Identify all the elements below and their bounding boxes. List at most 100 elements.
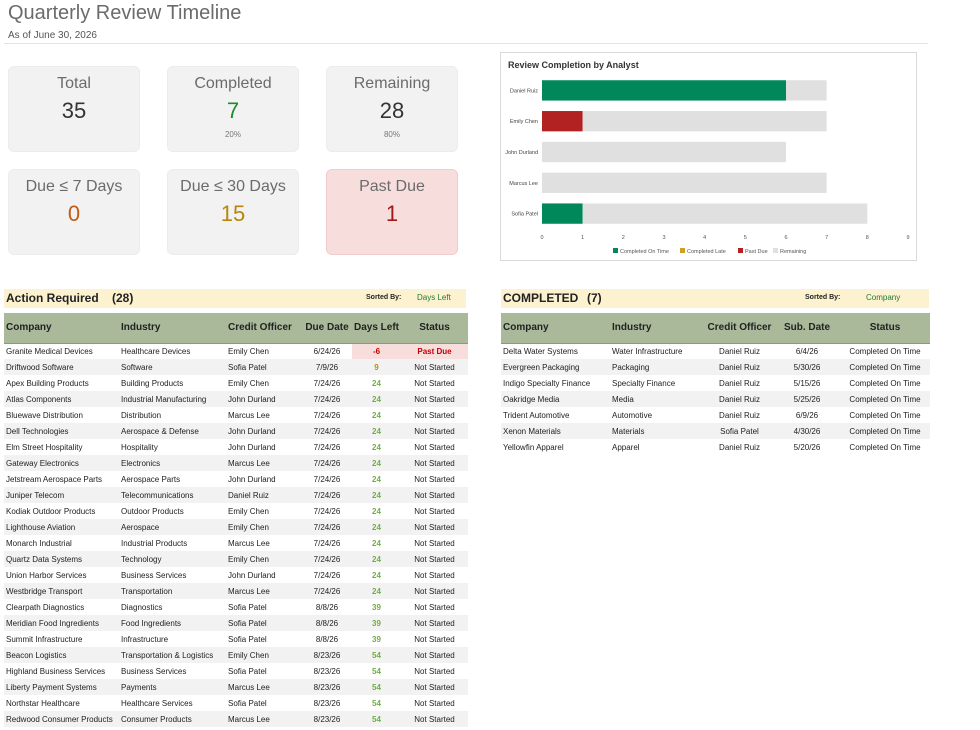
cell-credit-officer: John Durland	[226, 391, 302, 407]
bar-segment	[786, 80, 827, 101]
col-industry[interactable]: Industry	[610, 313, 705, 344]
col-credit-officer[interactable]: Credit Officer	[226, 313, 302, 344]
table-row[interactable]: Liberty Payment Systems Payments Marcus Le…	[4, 679, 468, 695]
col-days-left[interactable]: Days Left	[352, 313, 401, 344]
cell-status: Not Started	[414, 538, 455, 548]
cell-industry: Transportation & Logistics	[119, 647, 226, 663]
pastdue-card: Past Due 1	[326, 169, 458, 255]
table-row[interactable]: Meridian Food Ingredients Food Ingredient…	[4, 615, 468, 631]
category-label: Sofia Patel	[511, 212, 538, 218]
table-row[interactable]: Oakridge Media Media Daniel Ruiz 5/25/26 Com…	[501, 391, 930, 407]
col-due-date[interactable]: Due Date	[302, 313, 352, 344]
analyst-chart-svg: Review Completion by Analyst Daniel Ruiz E…	[505, 60, 909, 255]
table-row[interactable]: Gateway Electronics Electronics Marcus Lee…	[4, 455, 468, 471]
table-row[interactable]: Trident Automotive Automotive Daniel Ruiz 6…	[501, 407, 930, 423]
table-row[interactable]: Kodiak Outdoor Products Outdoor Products E…	[4, 503, 468, 519]
table-row[interactable]: Juniper Telecom Telecommunications Daniel …	[4, 487, 468, 503]
table-row[interactable]: Beacon Logistics Transportation & Logisti…	[4, 647, 468, 663]
table-row[interactable]: Lighthouse Aviation Aerospace Emily Chen 7/…	[4, 519, 468, 535]
chart-title: Review Completion by Analyst	[508, 60, 639, 70]
cell-status: Not Started	[401, 551, 468, 567]
cell-company: Driftwood Software	[4, 359, 119, 375]
table-row[interactable]: Union Harbor Services Business Services Jo…	[4, 567, 468, 583]
cell-company: Apex Building Products	[6, 378, 89, 388]
cell-days-left: 24	[372, 442, 381, 452]
cell-days-left: 24	[372, 410, 381, 420]
cell-credit-officer: John Durland	[228, 570, 276, 580]
table-row[interactable]: Atlas Components Industrial Manufacturing…	[4, 391, 468, 407]
col-company[interactable]: Company	[4, 313, 119, 344]
cell-industry: Food Ingredients	[119, 615, 226, 631]
cell-status: Completed On Time	[849, 346, 921, 356]
due7-label: Due ≤ 7 Days	[25, 178, 123, 195]
cell-due-date: 8/8/26	[315, 634, 339, 644]
cell-days-left: 24	[352, 423, 401, 439]
category-label: John Durland	[505, 150, 538, 156]
table-row[interactable]: Highland Business Services Business Servi…	[4, 663, 468, 679]
cell-industry: Aerospace	[119, 519, 226, 535]
x-tick-label: 6	[784, 235, 787, 241]
cell-sub-date: 5/15/26	[793, 378, 821, 388]
table-row[interactable]: Jetstream Aerospace Parts Aerospace Parts…	[4, 471, 468, 487]
analyst-chart[interactable]: Review Completion by Analyst Daniel Ruiz E…	[500, 52, 917, 261]
table-row[interactable]: Monarch Industrial Industrial Products Mar…	[4, 535, 468, 551]
cell-industry: Hospitality	[121, 442, 158, 452]
table-row[interactable]: Delta Water Systems Water Infrastructure D…	[501, 343, 930, 359]
cell-status: Not Started	[414, 634, 455, 644]
as-of-date: As of June 30, 2026	[8, 30, 97, 41]
x-tick-label: 0	[540, 235, 543, 241]
cell-status: Not Started	[414, 410, 455, 420]
table-row[interactable]: Northstar Healthcare Healthcare Services S…	[4, 695, 468, 711]
completed-card: Completed 7 20%	[167, 66, 299, 152]
cell-due-date: 8/23/26	[302, 647, 352, 663]
cell-status: Completed On Time	[840, 423, 930, 439]
table-row[interactable]: Xenon Materials Materials Sofia Patel 4/30/…	[501, 423, 930, 439]
table-row[interactable]: Clearpath Diagnostics Diagnostics Sofia Pa…	[4, 599, 468, 615]
table-row[interactable]: Bluewave Distribution Distribution Marcus …	[4, 407, 468, 423]
action-sorted-value[interactable]: Days Left	[417, 293, 451, 302]
table-row[interactable]: Yellowfin Apparel Apparel Daniel Ruiz 5/20/…	[501, 439, 930, 455]
legend-swatch	[738, 248, 743, 253]
table-row[interactable]: Apex Building Products Building Products E…	[4, 375, 468, 391]
x-tick-label: 8	[866, 235, 869, 241]
cell-status: Not Started	[414, 570, 455, 580]
table-row[interactable]: Summit Infrastructure Infrastructure Sofia…	[4, 631, 468, 647]
col-status[interactable]: Status	[840, 313, 930, 344]
cell-industry: Telecommunications	[119, 487, 226, 503]
table-row[interactable]: Quartz Data Systems Technology Emily Chen 7…	[4, 551, 468, 567]
table-row[interactable]: Evergreen Packaging Packaging Daniel Ruiz 5…	[501, 359, 930, 375]
table-row[interactable]: Elm Street Hospitality Hospitality John Du…	[4, 439, 468, 455]
cell-industry: Healthcare Devices	[121, 346, 191, 356]
table-row[interactable]: Indigo Specialty Finance Specialty Financ…	[501, 375, 930, 391]
cell-company: Clearpath Diagnostics	[6, 602, 85, 612]
col-company[interactable]: Company	[501, 313, 610, 344]
cell-status: Not Started	[401, 679, 468, 695]
cell-days-left: 54	[352, 679, 401, 695]
col-industry[interactable]: Industry	[119, 313, 226, 344]
table-row[interactable]: Granite Medical Devices Healthcare Device…	[4, 343, 468, 359]
cell-days-left: 24	[372, 538, 381, 548]
cell-credit-officer: Marcus Lee	[228, 410, 270, 420]
cell-credit-officer: Emily Chen	[228, 506, 269, 516]
cell-credit-officer: Sofia Patel	[705, 423, 774, 439]
table-row[interactable]: Westbridge Transport Transportation Marcus…	[4, 583, 468, 599]
total-value: 35	[61, 98, 87, 123]
cell-due-date: 7/24/26	[302, 391, 352, 407]
cell-due-date: 8/8/26	[315, 602, 339, 612]
cell-status: Not Started	[401, 647, 468, 663]
x-tick-label: 4	[703, 235, 706, 241]
cell-due-date: 7/24/26	[302, 519, 352, 535]
cell-due-date: 7/24/26	[313, 442, 341, 452]
col-status[interactable]: Status	[401, 313, 468, 344]
pastdue-value: 1	[385, 201, 399, 226]
cell-company: Yellowfin Apparel	[503, 442, 564, 452]
completed-sorted-value[interactable]: Company	[866, 293, 901, 302]
table-row[interactable]: Driftwood Software Software Sofia Patel 7/9…	[4, 359, 468, 375]
col-credit-officer[interactable]: Credit Officer	[705, 313, 774, 344]
table-row[interactable]: Dell Technologies Aerospace & Defense John…	[4, 423, 468, 439]
cell-due-date: 7/24/26	[313, 410, 341, 420]
cell-credit-officer: John Durland	[228, 442, 276, 452]
col-sub-date[interactable]: Sub. Date	[774, 313, 840, 344]
cell-days-left: 54	[372, 698, 381, 708]
table-row[interactable]: Redwood Consumer Products Consumer Produc…	[4, 711, 468, 727]
